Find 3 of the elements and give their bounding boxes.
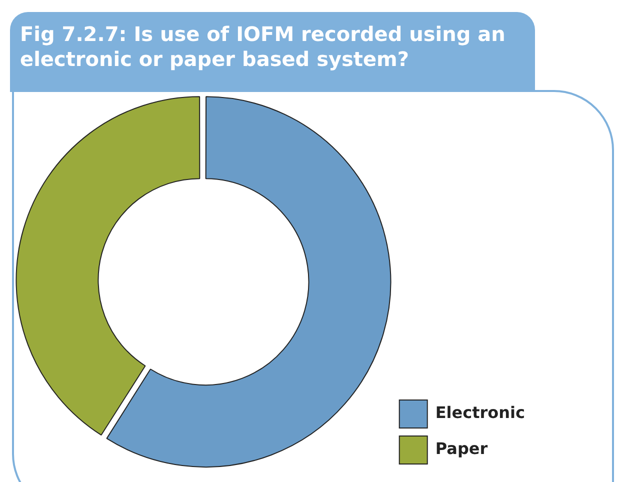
chart-title: Fig 7.2.7: Is use of IOFM recorded using an electronic or paper based system? — [20, 22, 506, 72]
legend-label: Electronic — [435, 403, 525, 422]
legend-label: Paper — [435, 439, 488, 458]
